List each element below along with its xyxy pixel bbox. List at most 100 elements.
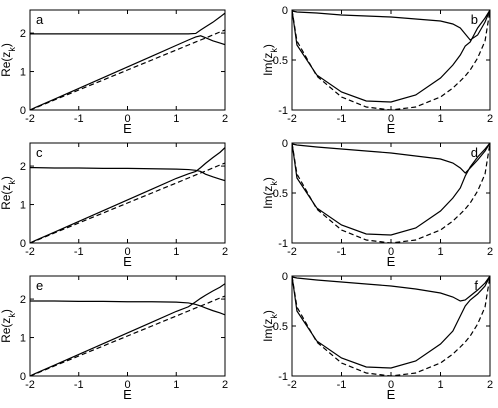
x-tick-label: 2 <box>222 113 228 125</box>
y-axis-label-part: k <box>7 47 17 52</box>
x-tick-label: -2 <box>287 379 297 391</box>
y-axis-label-part: ) <box>0 309 13 313</box>
curve <box>292 10 490 110</box>
x-tick-label: 1 <box>173 113 179 125</box>
y-axis-label-part: Im(z <box>261 319 275 342</box>
x-tick-label: -2 <box>287 113 297 125</box>
y-axis-label-part: Im(z <box>261 53 275 76</box>
y-axis-label-part: k <box>269 181 279 186</box>
y-axis-label: Im(zk) <box>261 310 279 342</box>
x-tick-label: 2 <box>222 379 228 391</box>
x-tick-label: 1 <box>437 246 443 258</box>
x-tick-label: 1 <box>437 379 443 391</box>
y-tick-label: 2 <box>20 28 26 40</box>
x-tick-label: 0 <box>124 246 130 258</box>
y-tick-label: 0 <box>20 371 26 383</box>
curve <box>292 143 490 174</box>
y-tick-label: 2 <box>20 161 26 173</box>
y-tick-label: 0 <box>282 138 288 150</box>
x-tick-label: -2 <box>25 246 35 258</box>
curve <box>30 162 225 243</box>
y-axis-label-part: ) <box>261 44 275 48</box>
x-tick-label: 2 <box>487 379 493 391</box>
x-tick-label: -2 <box>25 379 35 391</box>
curve <box>30 283 225 376</box>
x-tick-label: 0 <box>388 246 394 258</box>
y-tick-label: 0 <box>282 5 288 17</box>
y-tick-label: -1 <box>278 371 288 383</box>
x-tick-label: -2 <box>287 246 297 258</box>
y-tick-label: 2 <box>20 294 26 306</box>
x-tick-label: -1 <box>74 379 84 391</box>
panel-label: e <box>36 278 43 293</box>
panel-label: a <box>36 12 44 27</box>
y-tick-label: 1 <box>20 333 26 345</box>
y-axis-label-part: ) <box>0 176 13 180</box>
panel-label: b <box>471 12 478 27</box>
curves <box>292 10 490 110</box>
x-tick-label: 1 <box>437 113 443 125</box>
y-axis-label: Re(zk) <box>0 176 17 210</box>
curve <box>292 10 490 103</box>
y-tick-label: 1 <box>20 200 26 212</box>
curve <box>30 167 225 182</box>
axes-frame <box>291 275 491 377</box>
x-axis-label: E <box>123 387 132 402</box>
x-axis-label: E <box>387 254 396 269</box>
axes-frame <box>29 275 226 377</box>
y-axis-label-part: ) <box>261 177 275 181</box>
x-tick-label: 0 <box>388 379 394 391</box>
y-axis-label-part: k <box>269 314 279 319</box>
y-axis-label-part: k <box>269 48 279 53</box>
x-tick-label: 1 <box>173 246 179 258</box>
x-tick-label: -2 <box>25 113 35 125</box>
axes-frame <box>29 9 226 111</box>
y-axis-label-part: ) <box>261 310 275 314</box>
y-axis-label-part: Re(z <box>0 52 13 77</box>
y-axis-label-part: Re(z <box>0 185 13 210</box>
y-axis-label: Re(zk) <box>0 43 17 77</box>
curves <box>30 283 225 376</box>
x-tick-label: 2 <box>222 246 228 258</box>
x-tick-label: -1 <box>337 246 347 258</box>
y-axis-label-part: k <box>7 180 17 185</box>
curves <box>292 143 490 243</box>
curve <box>292 276 490 369</box>
axes-frame <box>291 142 491 244</box>
panel-label: d <box>471 145 478 160</box>
y-axis-label: Re(zk) <box>0 309 17 343</box>
y-tick-label: 0 <box>20 105 26 117</box>
x-tick-label: 2 <box>487 246 493 258</box>
y-tick-label: -0.5 <box>269 188 288 200</box>
curve <box>292 143 490 243</box>
curve <box>30 300 225 316</box>
x-tick-label: 0 <box>124 379 130 391</box>
panel-label: c <box>36 145 43 160</box>
axes-frame <box>29 142 226 244</box>
y-tick-label: -1 <box>278 105 288 117</box>
curve <box>30 29 225 110</box>
y-axis-label-part: ) <box>0 43 13 47</box>
curves <box>292 276 490 376</box>
y-tick-label: 1 <box>20 67 26 79</box>
axes-frame <box>291 9 491 111</box>
curve <box>292 276 490 302</box>
y-axis-label: Im(zk) <box>261 177 279 209</box>
curve <box>30 147 225 243</box>
y-tick-label: -0.5 <box>269 321 288 333</box>
panel-label: f <box>474 278 478 293</box>
x-tick-label: -1 <box>74 113 84 125</box>
x-tick-label: -1 <box>337 113 347 125</box>
y-tick-label: 0 <box>20 238 26 250</box>
y-axis-label-part: k <box>7 313 17 318</box>
x-axis-label: E <box>123 254 132 269</box>
y-axis-label-part: Im(z <box>261 186 275 209</box>
y-axis-label: Im(zk) <box>261 44 279 76</box>
curve <box>292 276 490 376</box>
y-tick-label: -1 <box>278 238 288 250</box>
x-axis-label: E <box>387 387 396 402</box>
x-tick-label: 0 <box>388 113 394 125</box>
x-tick-label: 1 <box>173 379 179 391</box>
y-tick-label: -0.5 <box>269 55 288 67</box>
